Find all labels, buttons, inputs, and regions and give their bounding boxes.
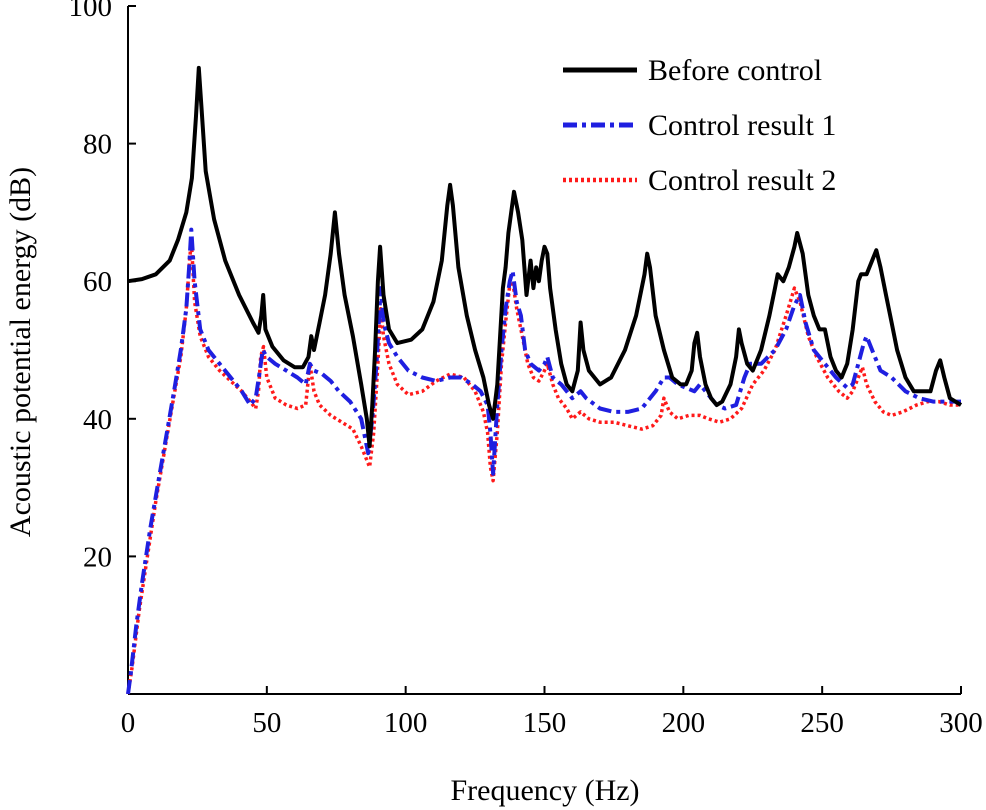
y-axis-title: Acoustic potential energy (dB) bbox=[4, 167, 37, 537]
series-line-control-result-2 bbox=[126, 238, 961, 695]
x-tick-label: 50 bbox=[252, 707, 281, 739]
series-line-before-control bbox=[127, 65, 963, 449]
y-tick-label: 60 bbox=[83, 266, 112, 298]
legend-label: Before control bbox=[648, 54, 822, 87]
x-tick-label: 100 bbox=[384, 707, 428, 739]
x-axis-title: Frequency (Hz) bbox=[450, 774, 639, 807]
series-line-control-result-1 bbox=[126, 227, 961, 695]
x-tick-label: 0 bbox=[121, 707, 136, 739]
legend-label: Control result 2 bbox=[648, 164, 836, 197]
y-tick-label: 20 bbox=[83, 541, 112, 573]
y-tick-label: 40 bbox=[83, 404, 112, 436]
series-group bbox=[126, 65, 963, 695]
y-ticks: 20 40 60 80 100 bbox=[69, 0, 136, 573]
y-tick-label: 80 bbox=[83, 129, 112, 161]
y-tick-label: 100 bbox=[69, 0, 113, 23]
legend: Before control Control result 1 Control re… bbox=[563, 54, 836, 197]
legend-label: Control result 1 bbox=[648, 109, 836, 142]
x-tick-label: 150 bbox=[523, 707, 567, 739]
x-tick-label: 250 bbox=[800, 707, 844, 739]
x-tick-label: 300 bbox=[939, 707, 983, 739]
x-tick-label: 200 bbox=[662, 707, 706, 739]
x-ticks: 0 50 100 150 200 250 300 bbox=[121, 686, 983, 739]
